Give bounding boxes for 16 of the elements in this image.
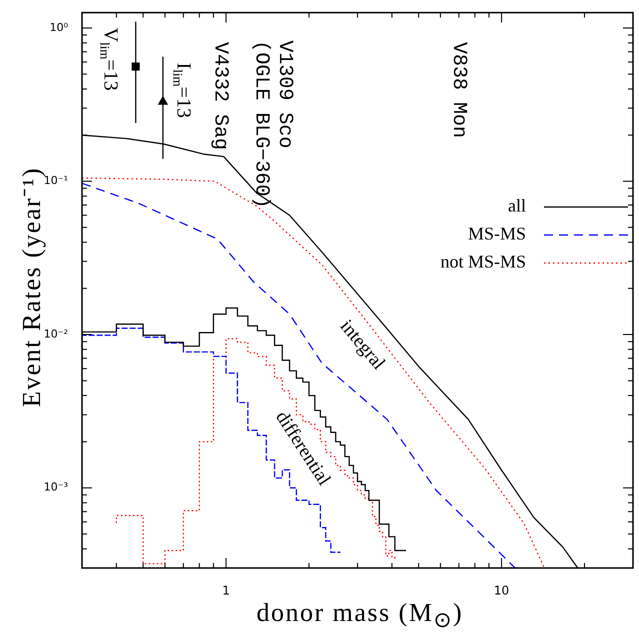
text: Vlim=13	[97, 28, 122, 91]
annotation: V838 Mon	[447, 42, 470, 138]
y-tick-label: 10⁰	[50, 20, 69, 34]
text: Ilim=13	[170, 62, 195, 118]
legend-label: not MS-MS	[440, 252, 526, 272]
annotation: (OGLE BLG−360)	[249, 40, 272, 208]
x-tick-label: 1	[222, 583, 230, 598]
annotation: V1309 Sco	[273, 40, 296, 148]
legend-label: all	[508, 196, 526, 216]
y-tick-label: 10⁻²	[44, 327, 68, 340]
y-tick-label: 10⁻³	[44, 480, 68, 494]
legend-label: MS-MS	[468, 224, 526, 244]
annotation: V4332 Sag	[208, 42, 232, 150]
x-tick-label: 10	[494, 583, 510, 598]
y-tick-label: 10⁻¹	[44, 174, 68, 188]
x-axis-title: donor mass (M$_{⊙}$)	[256, 598, 464, 634]
